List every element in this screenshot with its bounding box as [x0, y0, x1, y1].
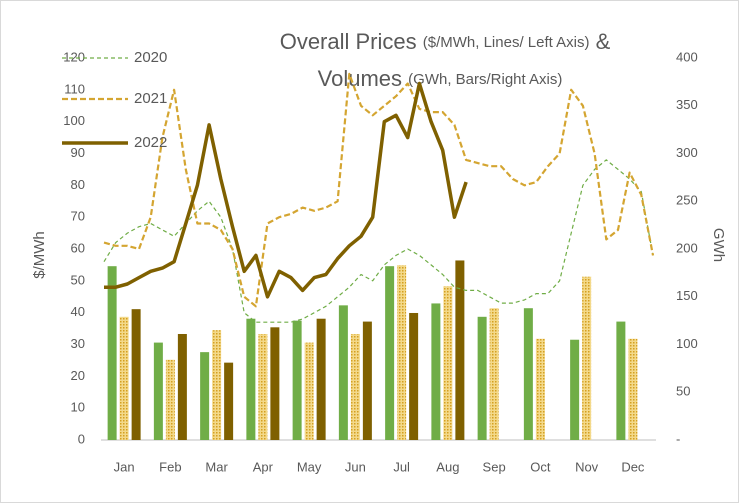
bar [304, 342, 314, 440]
bar [409, 312, 419, 440]
bar [582, 276, 592, 440]
bar [258, 333, 268, 440]
bar [535, 338, 545, 440]
y2-axis-label: GWh [710, 228, 727, 262]
y2-tick-label: 50 [676, 384, 690, 399]
y-tick-label: 50 [71, 272, 85, 287]
y2-tick-label: 100 [676, 336, 698, 351]
y2-tick-label: 150 [676, 288, 698, 303]
bar [489, 308, 499, 440]
bar [107, 266, 117, 440]
bar [338, 305, 348, 440]
bar [131, 309, 141, 440]
x-tick-label: Jan [114, 459, 135, 474]
x-tick-label: Aug [436, 459, 459, 474]
bar [153, 342, 163, 440]
bar [350, 333, 360, 440]
y-tick-label: 120 [63, 49, 85, 64]
line-series [103, 72, 655, 308]
bar [292, 320, 302, 440]
bar [224, 362, 234, 440]
x-tick-label: Dec [621, 459, 645, 474]
y-tick-label: 80 [71, 177, 85, 192]
line-series [104, 81, 468, 299]
chart-title: Volumes (GWh, Bars/Right Axis) [318, 66, 563, 91]
x-tick-label: Feb [159, 459, 181, 474]
bar [246, 318, 256, 440]
y-tick-label: 90 [71, 145, 85, 160]
y2-tick-label: - [676, 431, 680, 446]
bar [455, 260, 465, 440]
y2-tick-label: 400 [676, 49, 698, 64]
bar [316, 318, 326, 440]
y-tick-label: 10 [71, 400, 85, 415]
bar [200, 352, 210, 440]
bar [616, 321, 626, 440]
y-tick-label: 30 [71, 336, 85, 351]
y-tick-label: 20 [71, 368, 85, 383]
legend-label: 2022 [134, 134, 167, 151]
bar [628, 338, 638, 440]
y-tick-label: 60 [71, 240, 85, 255]
bar [119, 316, 129, 440]
y-tick-label: 70 [71, 209, 85, 224]
y-tick-label: 40 [71, 304, 85, 319]
x-tick-label: Jun [345, 459, 366, 474]
x-tick-label: Apr [253, 459, 274, 474]
bar [212, 330, 222, 440]
bar [443, 286, 453, 440]
x-tick-label: Oct [530, 459, 551, 474]
x-tick-label: Mar [205, 459, 228, 474]
y2-tick-label: 300 [676, 145, 698, 160]
bar [397, 265, 407, 440]
y-tick-label: 110 [64, 81, 85, 96]
y-tick-label: 100 [63, 113, 85, 128]
y2-tick-label: 200 [676, 240, 698, 255]
bar [570, 339, 580, 440]
bar [362, 321, 372, 440]
bar [270, 327, 280, 440]
bar [431, 303, 441, 440]
x-tick-label: Jul [393, 459, 410, 474]
bar [385, 266, 395, 440]
y2-tick-label: 250 [676, 193, 698, 208]
x-tick-label: May [297, 459, 322, 474]
y2-tick-label: 350 [676, 97, 698, 112]
x-tick-label: Sep [483, 459, 506, 474]
bar [477, 316, 487, 440]
chart-title: Overall Prices ($/MWh, Lines/ Left Axis)… [280, 29, 611, 54]
bar [165, 359, 175, 440]
legend-label: 2021 [134, 90, 167, 107]
x-tick-label: Nov [575, 459, 599, 474]
bar [177, 333, 187, 440]
y-axis-label: $/MWh [31, 231, 48, 279]
y-tick-label: 0 [78, 431, 85, 446]
bar [523, 308, 533, 440]
legend-label: 2020 [134, 49, 167, 66]
